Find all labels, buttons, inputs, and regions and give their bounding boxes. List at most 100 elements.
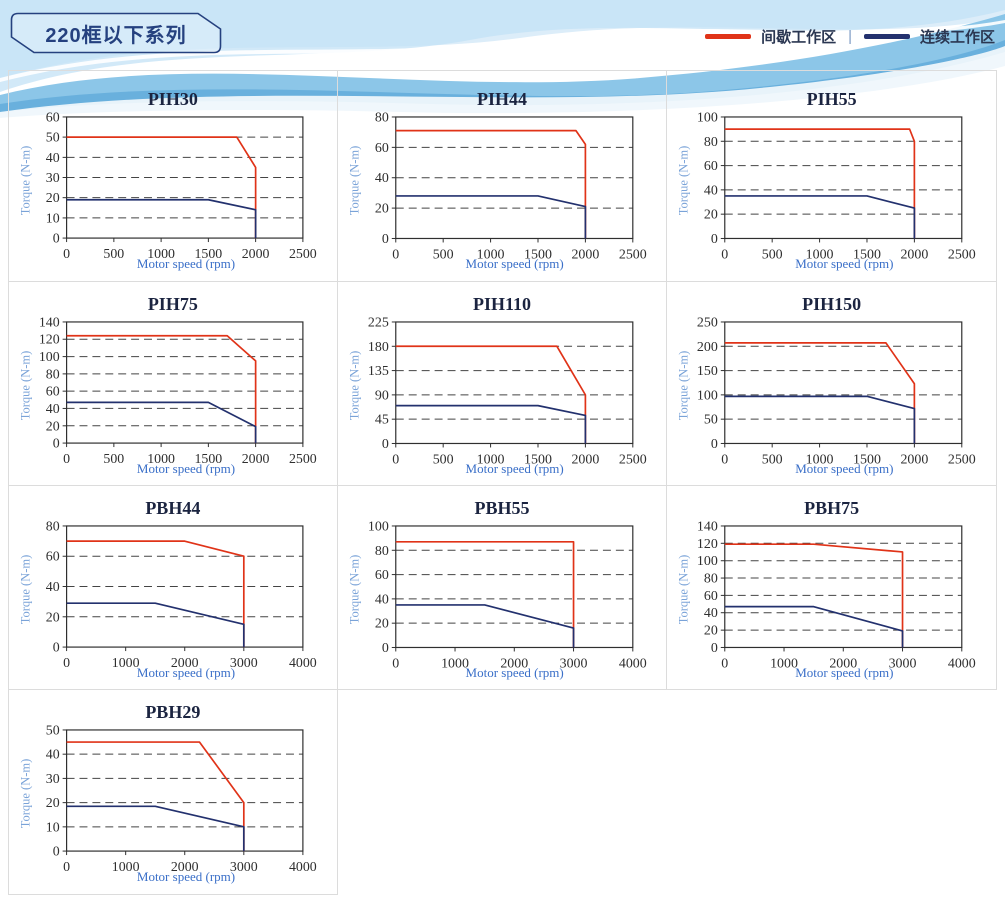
svg-text:250: 250 bbox=[697, 316, 718, 330]
svg-text:60: 60 bbox=[46, 385, 60, 400]
chart-title: PBH29 bbox=[145, 702, 201, 722]
svg-text:4000: 4000 bbox=[619, 656, 647, 669]
svg-text:20: 20 bbox=[46, 191, 60, 206]
torque-speed-plot: 0 20 40 60 80 0 500 1000 1500 2000 2500 bbox=[375, 111, 647, 260]
svg-text:0: 0 bbox=[711, 437, 718, 452]
svg-text:1000: 1000 bbox=[476, 452, 504, 465]
svg-text:2000: 2000 bbox=[171, 860, 199, 873]
svg-text:100: 100 bbox=[697, 554, 718, 569]
svg-text:1000: 1000 bbox=[112, 656, 140, 669]
svg-text:150: 150 bbox=[697, 364, 718, 379]
intermittent-line-swatch bbox=[705, 34, 752, 39]
svg-text:1500: 1500 bbox=[194, 452, 222, 465]
chart-title: PBH75 bbox=[804, 498, 860, 518]
svg-text:1500: 1500 bbox=[524, 247, 552, 260]
svg-text:80: 80 bbox=[704, 572, 718, 587]
svg-text:1500: 1500 bbox=[853, 247, 881, 260]
svg-text:20: 20 bbox=[704, 208, 718, 223]
svg-text:40: 40 bbox=[46, 580, 60, 595]
svg-text:1500: 1500 bbox=[853, 452, 881, 465]
chart-cell-pih75: PIH75 Torque (N-m) 0 20 40 60 80 100 120 140 0 50… bbox=[8, 281, 338, 486]
chart-cell-pbh29: PBH29 Torque (N-m) 0 10 20 30 40 50 0 1000 2000 3… bbox=[8, 689, 338, 895]
svg-text:2500: 2500 bbox=[289, 247, 317, 260]
svg-text:120: 120 bbox=[697, 537, 718, 552]
svg-text:0: 0 bbox=[392, 452, 399, 465]
y-axis-label: Torque (N-m) bbox=[18, 554, 33, 625]
svg-text:30: 30 bbox=[46, 171, 60, 186]
x-axis-label: Motor speed (rpm) bbox=[136, 255, 236, 271]
svg-text:20: 20 bbox=[375, 617, 389, 632]
svg-text:80: 80 bbox=[704, 135, 718, 150]
chart-cell-pih150: PIH150 Torque (N-m) 0 50 100 150 200 250 0 500 1… bbox=[666, 281, 997, 486]
torque-speed-plot: 0 20 40 60 80 100 120 140 0 500 1000 1500 2000 2500 bbox=[39, 316, 317, 465]
svg-text:0: 0 bbox=[711, 232, 718, 247]
svg-text:40: 40 bbox=[46, 151, 60, 166]
x-axis-label: Motor speed (rpm) bbox=[795, 461, 894, 477]
svg-text:2000: 2000 bbox=[500, 656, 528, 669]
svg-text:0: 0 bbox=[381, 641, 388, 656]
svg-text:1500: 1500 bbox=[524, 452, 552, 465]
chart-cell-pih44: PIH44 Torque (N-m) 0 20 40 60 80 0 500 1000 1500… bbox=[336, 70, 668, 282]
svg-text:30: 30 bbox=[46, 772, 60, 787]
chart-title: PIH30 bbox=[147, 89, 198, 109]
svg-text:2000: 2000 bbox=[242, 452, 270, 465]
x-axis-label: Motor speed (rpm) bbox=[795, 665, 894, 681]
chart-cell-pih30: PIH30 Torque (N-m) 0 10 20 30 40 50 60 0 500 1000… bbox=[8, 70, 338, 282]
x-axis-label: Motor speed (rpm) bbox=[465, 256, 564, 272]
svg-text:20: 20 bbox=[46, 419, 60, 434]
svg-text:40: 40 bbox=[375, 171, 389, 186]
svg-text:80: 80 bbox=[375, 544, 389, 559]
svg-text:4000: 4000 bbox=[948, 656, 976, 669]
svg-text:0: 0 bbox=[392, 247, 399, 260]
svg-text:0: 0 bbox=[53, 232, 60, 247]
svg-text:0: 0 bbox=[381, 437, 388, 452]
svg-text:1000: 1000 bbox=[112, 860, 140, 873]
y-axis-label: Torque (N-m) bbox=[676, 554, 691, 625]
svg-text:40: 40 bbox=[704, 606, 718, 621]
svg-text:60: 60 bbox=[46, 550, 60, 565]
y-axis-label: Torque (N-m) bbox=[18, 350, 33, 421]
svg-text:2500: 2500 bbox=[948, 247, 976, 260]
chart-title: PIH150 bbox=[802, 294, 862, 314]
svg-text:3000: 3000 bbox=[230, 860, 258, 873]
x-axis-label: Motor speed (rpm) bbox=[465, 665, 564, 681]
svg-text:20: 20 bbox=[704, 624, 718, 639]
x-axis-label: Motor speed (rpm) bbox=[136, 664, 236, 680]
svg-text:0: 0 bbox=[711, 641, 718, 656]
y-axis-label: Torque (N-m) bbox=[676, 145, 691, 216]
svg-text:140: 140 bbox=[697, 520, 718, 534]
badge-outline bbox=[10, 12, 222, 54]
svg-text:500: 500 bbox=[432, 452, 453, 465]
chart-cell-pih55: PIH55 Torque (N-m) 0 20 40 60 80 100 0 500 1000 1… bbox=[666, 70, 997, 282]
page-title: 220框以下系列 bbox=[45, 24, 187, 47]
svg-text:1500: 1500 bbox=[194, 247, 222, 260]
svg-text:4000: 4000 bbox=[289, 860, 317, 873]
svg-text:60: 60 bbox=[375, 568, 389, 583]
y-axis-label: Torque (N-m) bbox=[347, 145, 362, 216]
svg-text:1000: 1000 bbox=[806, 452, 834, 465]
svg-text:0: 0 bbox=[63, 247, 70, 260]
y-axis-label: Torque (N-m) bbox=[676, 350, 691, 421]
svg-text:2500: 2500 bbox=[948, 452, 976, 465]
svg-text:60: 60 bbox=[704, 159, 718, 174]
svg-text:80: 80 bbox=[375, 111, 389, 125]
svg-text:50: 50 bbox=[46, 131, 60, 146]
torque-speed-plot: 0 10 20 30 40 50 60 0 500 1000 1500 2000 2500 bbox=[46, 111, 317, 260]
legend-label-continuous: 连续工作区 bbox=[919, 29, 995, 46]
y-axis-label: Torque (N-m) bbox=[18, 758, 33, 829]
svg-text:100: 100 bbox=[39, 350, 60, 365]
svg-text:2000: 2000 bbox=[571, 452, 599, 465]
svg-text:140: 140 bbox=[39, 316, 60, 330]
chart-cell-pbh44: PBH44 Torque (N-m) 0 20 40 60 80 0 1000 2000 300… bbox=[8, 485, 338, 690]
legend-label-intermittent: 间歇工作区 bbox=[761, 29, 837, 46]
svg-text:500: 500 bbox=[432, 247, 453, 260]
svg-text:60: 60 bbox=[46, 111, 60, 125]
y-axis-label: Torque (N-m) bbox=[18, 145, 33, 216]
svg-text:500: 500 bbox=[762, 247, 783, 260]
chart-title: PIH110 bbox=[472, 294, 531, 314]
svg-text:2000: 2000 bbox=[242, 247, 270, 260]
svg-text:40: 40 bbox=[46, 402, 60, 417]
svg-text:1000: 1000 bbox=[441, 656, 469, 669]
svg-text:1000: 1000 bbox=[806, 247, 834, 260]
